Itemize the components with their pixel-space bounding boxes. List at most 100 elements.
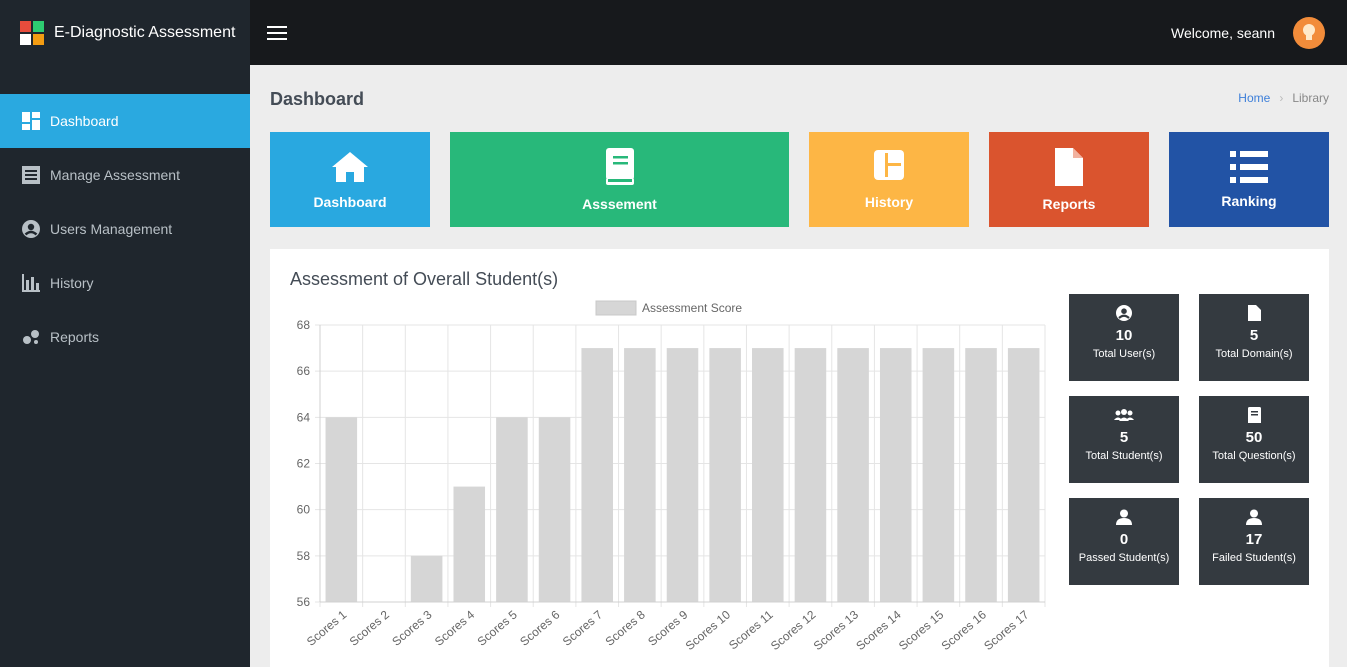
stat-value: 10 — [1115, 327, 1133, 344]
stat-total-questions: 50 Total Question(s) — [1199, 396, 1309, 483]
chart-bar — [581, 348, 613, 602]
stat-value: 0 — [1119, 531, 1129, 548]
x-tick-label: Scores 1 — [304, 607, 350, 648]
chart-bar — [496, 417, 528, 602]
sidebar-item-history[interactable]: History — [0, 256, 250, 310]
chart-bar — [624, 348, 656, 602]
bar-chart-icon — [22, 274, 40, 292]
legend-swatch — [595, 300, 637, 316]
sidebar-nav: Dashboard Manage Assessment Users Manage… — [0, 94, 250, 364]
y-tick-label: 56 — [297, 595, 311, 609]
app-title: E-Diagnostic Assessment — [54, 23, 236, 41]
brand[interactable]: E-Diagnostic Assessment — [0, 0, 250, 65]
stat-total-domains: 5 Total Domain(s) — [1199, 294, 1309, 381]
page-title: Dashboard — [270, 89, 365, 109]
stat-value: 50 — [1245, 429, 1263, 446]
tile-assessment[interactable]: Asssement — [450, 132, 789, 227]
chart-bar — [1007, 348, 1040, 602]
book-icon — [605, 147, 634, 185]
tile-reports[interactable]: Reports — [989, 132, 1149, 227]
y-tick-label: 66 — [297, 364, 311, 378]
tile-label: Reports — [1042, 195, 1096, 212]
x-tick-label: Scores 6 — [517, 607, 563, 648]
stat-failed-students: 17 Failed Student(s) — [1199, 498, 1309, 585]
stat-label: Passed Student(s) — [1078, 552, 1170, 564]
x-tick-label: Scores 11 — [726, 607, 776, 652]
list-icon — [1230, 150, 1268, 183]
sidebar-item-users-management[interactable]: Users Management — [0, 202, 250, 256]
tile-label: Dashboard — [313, 193, 387, 210]
x-tick-label: Scores 3 — [389, 607, 435, 648]
x-tick-label: Scores 13 — [811, 607, 862, 653]
x-tick-label: Scores 2 — [347, 607, 393, 648]
user-circle-icon — [22, 220, 40, 238]
sidebar-item-label: Users Management — [50, 221, 173, 237]
sidebar-item-label: History — [50, 275, 94, 291]
stat-label: Total Question(s) — [1212, 450, 1296, 462]
bubbles-icon — [22, 328, 40, 346]
x-tick-label: Scores 10 — [683, 607, 734, 653]
sidebar-item-manage-assessment[interactable]: Manage Assessment — [0, 148, 250, 202]
x-tick-label: Scores 16 — [939, 607, 990, 653]
x-tick-label: Scores 4 — [432, 607, 478, 648]
stat-label: Failed Student(s) — [1212, 552, 1296, 564]
hamburger-icon[interactable] — [267, 22, 287, 44]
sidebar: E-Diagnostic Assessment Dashboard Manage… — [0, 0, 250, 667]
topbar: Welcome, seann — [250, 0, 1347, 65]
stat-value: 5 — [1249, 327, 1259, 344]
lightbulb-icon — [1303, 24, 1315, 40]
y-tick-label: 68 — [297, 318, 311, 332]
tile-dashboard[interactable]: Dashboard — [270, 132, 430, 227]
y-tick-label: 62 — [297, 457, 311, 471]
breadcrumb-home-link[interactable]: Home — [1238, 91, 1271, 105]
chart-bar — [879, 348, 912, 602]
chart-bar — [965, 348, 997, 602]
sidebar-item-label: Dashboard — [50, 113, 119, 129]
chart-bar — [666, 348, 699, 602]
tile-ranking[interactable]: Ranking — [1169, 132, 1329, 227]
home-icon — [332, 151, 368, 182]
sidebar-item-reports[interactable]: Reports — [0, 310, 250, 364]
y-tick-label: 60 — [297, 503, 311, 517]
x-tick-label: Scores 17 — [981, 607, 1032, 653]
stat-value: 5 — [1119, 429, 1129, 446]
chart-bar — [325, 417, 358, 602]
welcome-text: Welcome, seann — [1170, 24, 1275, 41]
users-icon — [1114, 409, 1134, 421]
chart-bar — [794, 348, 827, 602]
x-tick-label: Scores 5 — [475, 607, 521, 648]
chart-bar — [410, 555, 443, 602]
x-tick-label: Scores 7 — [560, 607, 606, 648]
stat-label: Total Student(s) — [1085, 450, 1163, 462]
tile-label: Asssement — [582, 195, 657, 212]
user-circle-icon — [1116, 305, 1132, 321]
x-tick-label: Scores 14 — [853, 607, 904, 653]
x-tick-label: Scores 8 — [603, 607, 649, 648]
user-icon — [1116, 509, 1132, 525]
chevron-right-icon: › — [1279, 91, 1284, 105]
assessment-card: Assessment of Overall Student(s) Assessm… — [270, 249, 1329, 667]
stat-total-students: 5 Total Student(s) — [1069, 396, 1179, 483]
stat-value: 17 — [1245, 531, 1263, 548]
user-icon — [1246, 509, 1262, 525]
breadcrumb-current: Library — [1292, 91, 1329, 105]
file-icon — [1247, 305, 1261, 321]
x-tick-label: Scores 12 — [768, 607, 819, 653]
tile-history[interactable]: History — [809, 132, 969, 227]
legend-label: Assessment Score — [642, 301, 742, 315]
chart-bar — [538, 417, 571, 602]
y-tick-label: 58 — [297, 549, 311, 563]
y-tick-label: 64 — [297, 410, 311, 424]
book-icon — [1247, 407, 1261, 423]
app-logo-icon — [20, 20, 44, 45]
stat-passed-students: 0 Passed Student(s) — [1069, 498, 1179, 585]
tile-label: History — [864, 193, 914, 210]
sidebar-item-dashboard[interactable]: Dashboard — [0, 94, 250, 148]
x-tick-label: Scores 15 — [896, 607, 947, 653]
layout-icon — [874, 149, 904, 180]
stat-label: Total User(s) — [1092, 348, 1156, 360]
avatar[interactable] — [1293, 17, 1325, 49]
sidebar-item-label: Manage Assessment — [50, 167, 180, 183]
main-content: Dashboard Home › Library Dashboard Assse… — [250, 65, 1347, 667]
